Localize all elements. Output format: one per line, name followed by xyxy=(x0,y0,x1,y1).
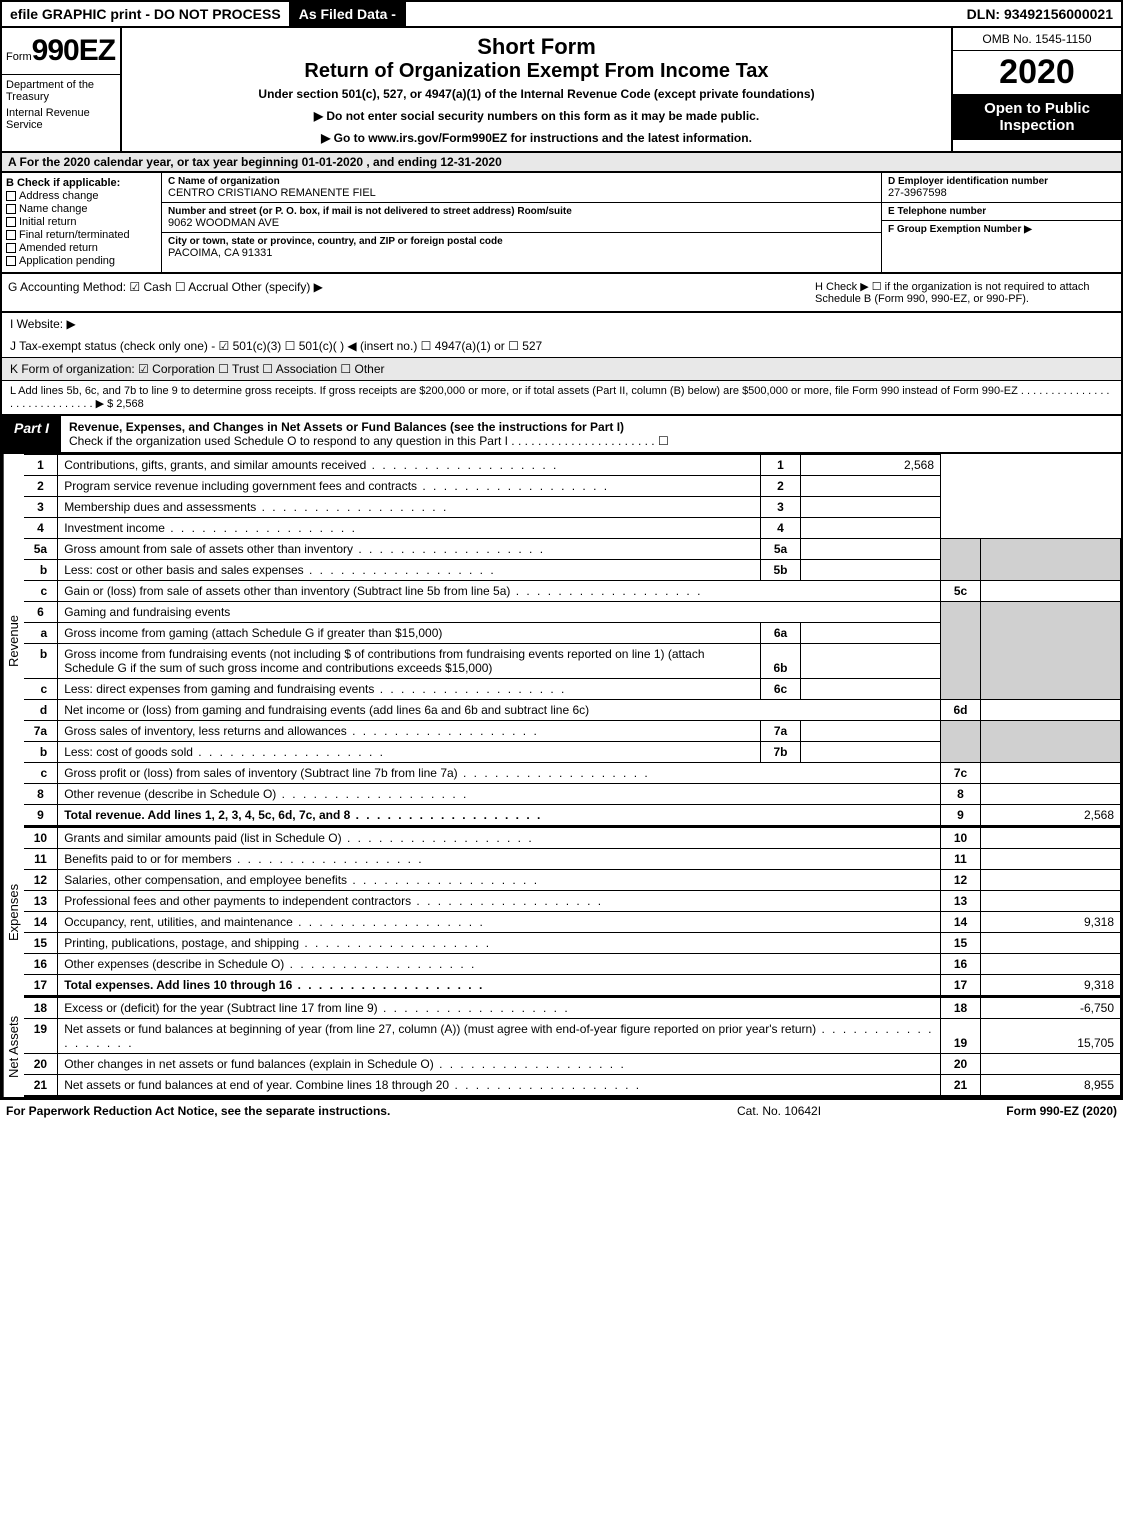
group-exempt-cell: F Group Exemption Number ▶ xyxy=(882,221,1121,272)
part-1-title-box: Revenue, Expenses, and Changes in Net As… xyxy=(61,416,1121,452)
line-9: 9Total revenue. Add lines 1, 2, 3, 4, 5c… xyxy=(24,805,1121,827)
row-l-gross: L Add lines 5b, 6c, and 7b to line 9 to … xyxy=(0,381,1123,416)
section-c: C Name of organization CENTRO CRISTIANO … xyxy=(162,173,881,272)
line-7a: 7aGross sales of inventory, less returns… xyxy=(24,721,1121,742)
top-bar: efile GRAPHIC print - DO NOT PROCESS As … xyxy=(0,0,1123,28)
revenue-block: Revenue 1Contributions, gifts, grants, a… xyxy=(0,454,1123,827)
part-1-check: Check if the organization used Schedule … xyxy=(69,434,669,448)
expenses-block: Expenses 10Grants and similar amounts pa… xyxy=(0,827,1123,997)
section-def: D Employer identification number 27-3967… xyxy=(881,173,1121,272)
header-left: Form 990EZ Department of the Treasury In… xyxy=(2,28,122,151)
line-14: 14Occupancy, rent, utilities, and mainte… xyxy=(24,912,1121,933)
phone-label: E Telephone number xyxy=(888,206,1115,217)
org-city-cell: City or town, state or province, country… xyxy=(162,233,881,262)
dept-irs: Internal Revenue Service xyxy=(2,107,120,135)
line-13: 13Professional fees and other payments t… xyxy=(24,891,1121,912)
subtitle-ssn: ▶ Do not enter social security numbers o… xyxy=(132,109,941,123)
line-4: 4Investment income4 xyxy=(24,518,1121,539)
line-18: 18Excess or (deficit) for the year (Subt… xyxy=(24,998,1121,1019)
revenue-label: Revenue xyxy=(2,454,24,827)
line-21: 21Net assets or fund balances at end of … xyxy=(24,1075,1121,1097)
topbar-spacer xyxy=(406,2,959,26)
title-short-form: Short Form xyxy=(132,34,941,60)
subtitle-goto: ▶ Go to www.irs.gov/Form990EZ for instru… xyxy=(132,131,941,145)
cb-application-pending[interactable]: Application pending xyxy=(6,255,157,267)
line-17: 17Total expenses. Add lines 10 through 1… xyxy=(24,975,1121,997)
netassets-table: 18Excess or (deficit) for the year (Subt… xyxy=(24,997,1121,1097)
tax-year: 2020 xyxy=(953,51,1121,94)
line-10: 10Grants and similar amounts paid (list … xyxy=(24,828,1121,849)
footer-formref: Form 990-EZ (2020) xyxy=(937,1104,1117,1118)
dln-label: DLN: 93492156000021 xyxy=(959,2,1121,26)
line-6: 6Gaming and fundraising events xyxy=(24,602,1121,623)
cb-amended-return[interactable]: Amended return xyxy=(6,242,157,254)
org-name-cell: C Name of organization CENTRO CRISTIANO … xyxy=(162,173,881,203)
line-5c: cGain or (loss) from sale of assets othe… xyxy=(24,581,1121,602)
netassets-label: Net Assets xyxy=(2,997,24,1097)
footer-paperwork: For Paperwork Reduction Act Notice, see … xyxy=(6,1104,737,1118)
org-city-label: City or town, state or province, country… xyxy=(168,236,875,247)
line-20: 20Other changes in net assets or fund ba… xyxy=(24,1054,1121,1075)
line-1: 1Contributions, gifts, grants, and simil… xyxy=(24,455,1121,476)
row-j-status: J Tax-exempt status (check only one) - ☑… xyxy=(0,335,1123,358)
line-11: 11Benefits paid to or for members11 xyxy=(24,849,1121,870)
info-grid: B Check if applicable: Address change Na… xyxy=(0,173,1123,274)
netassets-block: Net Assets 18Excess or (deficit) for the… xyxy=(0,997,1123,1099)
line-5a: 5aGross amount from sale of assets other… xyxy=(24,539,1121,560)
cb-address-change[interactable]: Address change xyxy=(6,190,157,202)
subtitle-section: Under section 501(c), 527, or 4947(a)(1)… xyxy=(132,87,941,101)
group-exempt-label: F Group Exemption Number ▶ xyxy=(888,224,1115,235)
part-1-title: Revenue, Expenses, and Changes in Net As… xyxy=(69,420,624,434)
expenses-table: 10Grants and similar amounts paid (list … xyxy=(24,827,1121,997)
accounting-method: G Accounting Method: ☑ Cash ☐ Accrual Ot… xyxy=(8,280,815,305)
dept-treasury: Department of the Treasury xyxy=(2,74,120,107)
line-15: 15Printing, publications, postage, and s… xyxy=(24,933,1121,954)
header-right: OMB No. 1545-1150 2020 Open to Public In… xyxy=(951,28,1121,151)
footer: For Paperwork Reduction Act Notice, see … xyxy=(0,1099,1123,1122)
asfiled-label: As Filed Data - xyxy=(291,2,406,26)
header: Form 990EZ Department of the Treasury In… xyxy=(0,28,1123,153)
part-1-header: Part I Revenue, Expenses, and Changes in… xyxy=(0,416,1123,454)
org-addr-label: Number and street (or P. O. box, if mail… xyxy=(168,206,875,217)
ein-cell: D Employer identification number 27-3967… xyxy=(882,173,1121,203)
row-g-h: G Accounting Method: ☑ Cash ☐ Accrual Ot… xyxy=(0,274,1123,313)
line-6d: dNet income or (loss) from gaming and fu… xyxy=(24,700,1121,721)
header-mid: Short Form Return of Organization Exempt… xyxy=(122,28,951,151)
form-prefix: Form xyxy=(6,51,32,63)
org-city: PACOIMA, CA 91331 xyxy=(168,247,875,259)
open-inspection: Open to Public Inspection xyxy=(953,94,1121,140)
form-number: 990EZ xyxy=(32,34,115,68)
footer-catno: Cat. No. 10642I xyxy=(737,1104,937,1118)
section-b-label: B Check if applicable: xyxy=(6,177,157,189)
row-k-org: K Form of organization: ☑ Corporation ☐ … xyxy=(0,358,1123,381)
org-addr: 9062 WOODMAN AVE xyxy=(168,217,875,229)
cb-name-change[interactable]: Name change xyxy=(6,203,157,215)
expenses-label: Expenses xyxy=(2,827,24,997)
line-8: 8Other revenue (describe in Schedule O)8 xyxy=(24,784,1121,805)
omb-number: OMB No. 1545-1150 xyxy=(953,28,1121,51)
line-16: 16Other expenses (describe in Schedule O… xyxy=(24,954,1121,975)
line-7c: cGross profit or (loss) from sales of in… xyxy=(24,763,1121,784)
line-3: 3Membership dues and assessments3 xyxy=(24,497,1121,518)
org-name: CENTRO CRISTIANO REMANENTE FIEL xyxy=(168,187,875,199)
line-2: 2Program service revenue including gover… xyxy=(24,476,1121,497)
h-schedule-b: H Check ▶ ☐ if the organization is not r… xyxy=(815,280,1115,305)
org-name-label: C Name of organization xyxy=(168,176,875,187)
section-b: B Check if applicable: Address change Na… xyxy=(2,173,162,272)
cb-initial-return[interactable]: Initial return xyxy=(6,216,157,228)
row-i-website: I Website: ▶ xyxy=(0,313,1123,335)
ein-value: 27-3967598 xyxy=(888,187,1115,199)
phone-cell: E Telephone number xyxy=(882,203,1121,221)
part-1-tab: Part I xyxy=(2,416,61,452)
line-19: 19Net assets or fund balances at beginni… xyxy=(24,1019,1121,1054)
line-12: 12Salaries, other compensation, and empl… xyxy=(24,870,1121,891)
title-return: Return of Organization Exempt From Incom… xyxy=(132,60,941,83)
row-a-taxyear: A For the 2020 calendar year, or tax yea… xyxy=(0,153,1123,173)
form-number-box: Form 990EZ xyxy=(2,28,120,74)
org-addr-cell: Number and street (or P. O. box, if mail… xyxy=(162,203,881,233)
efile-label: efile GRAPHIC print - DO NOT PROCESS xyxy=(2,2,291,26)
revenue-table: 1Contributions, gifts, grants, and simil… xyxy=(24,454,1121,827)
cb-final-return[interactable]: Final return/terminated xyxy=(6,229,157,241)
ein-label: D Employer identification number xyxy=(888,176,1115,187)
